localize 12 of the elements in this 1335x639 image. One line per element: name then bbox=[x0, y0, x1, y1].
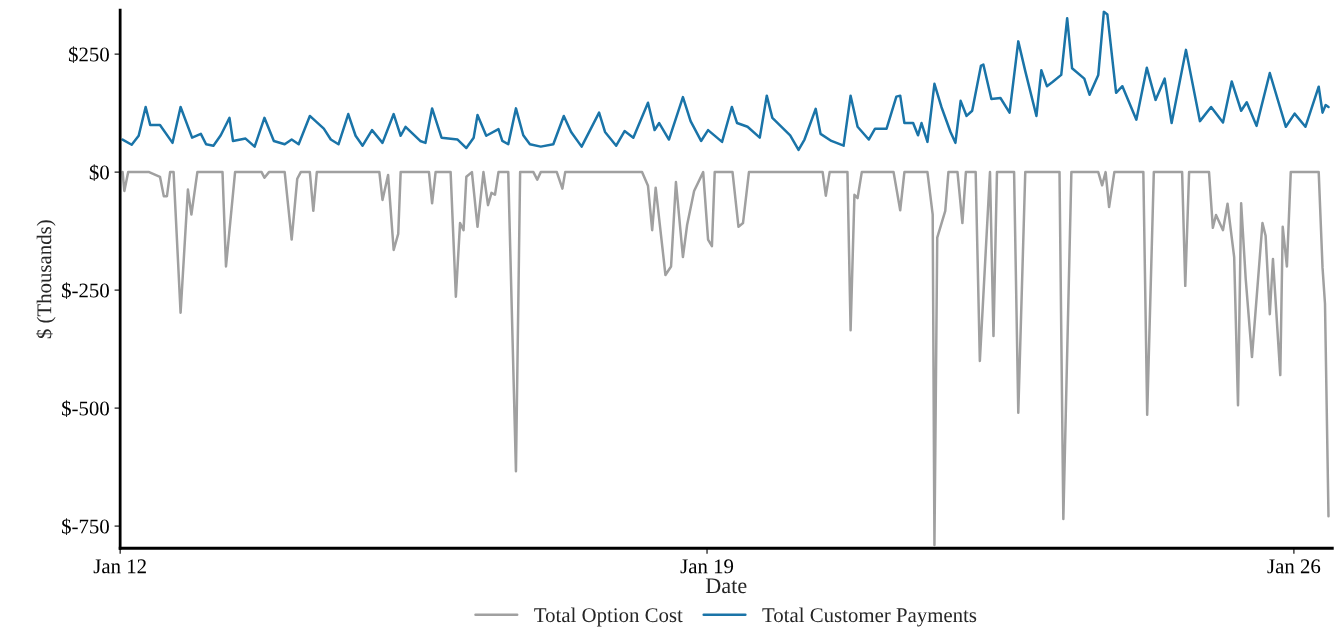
y-tick-label: $250 bbox=[68, 46, 109, 63]
x-tick-label: Jan 26 bbox=[1267, 559, 1321, 574]
legend-label: Total Customer Payments bbox=[762, 607, 977, 627]
y-tick-label: $-500 bbox=[62, 400, 109, 417]
y-tick-label: $-250 bbox=[62, 282, 109, 299]
y-tick-label: $0 bbox=[89, 164, 109, 181]
y-axis-title: $ (Thousands) bbox=[36, 220, 56, 339]
y-tick-label: $-750 bbox=[62, 518, 109, 535]
x-axis-title: Date bbox=[705, 578, 747, 594]
legend-label: Total Option Cost bbox=[534, 607, 683, 627]
x-tick-label: Jan 19 bbox=[680, 559, 734, 574]
x-tick-label: Jan 12 bbox=[93, 559, 146, 574]
